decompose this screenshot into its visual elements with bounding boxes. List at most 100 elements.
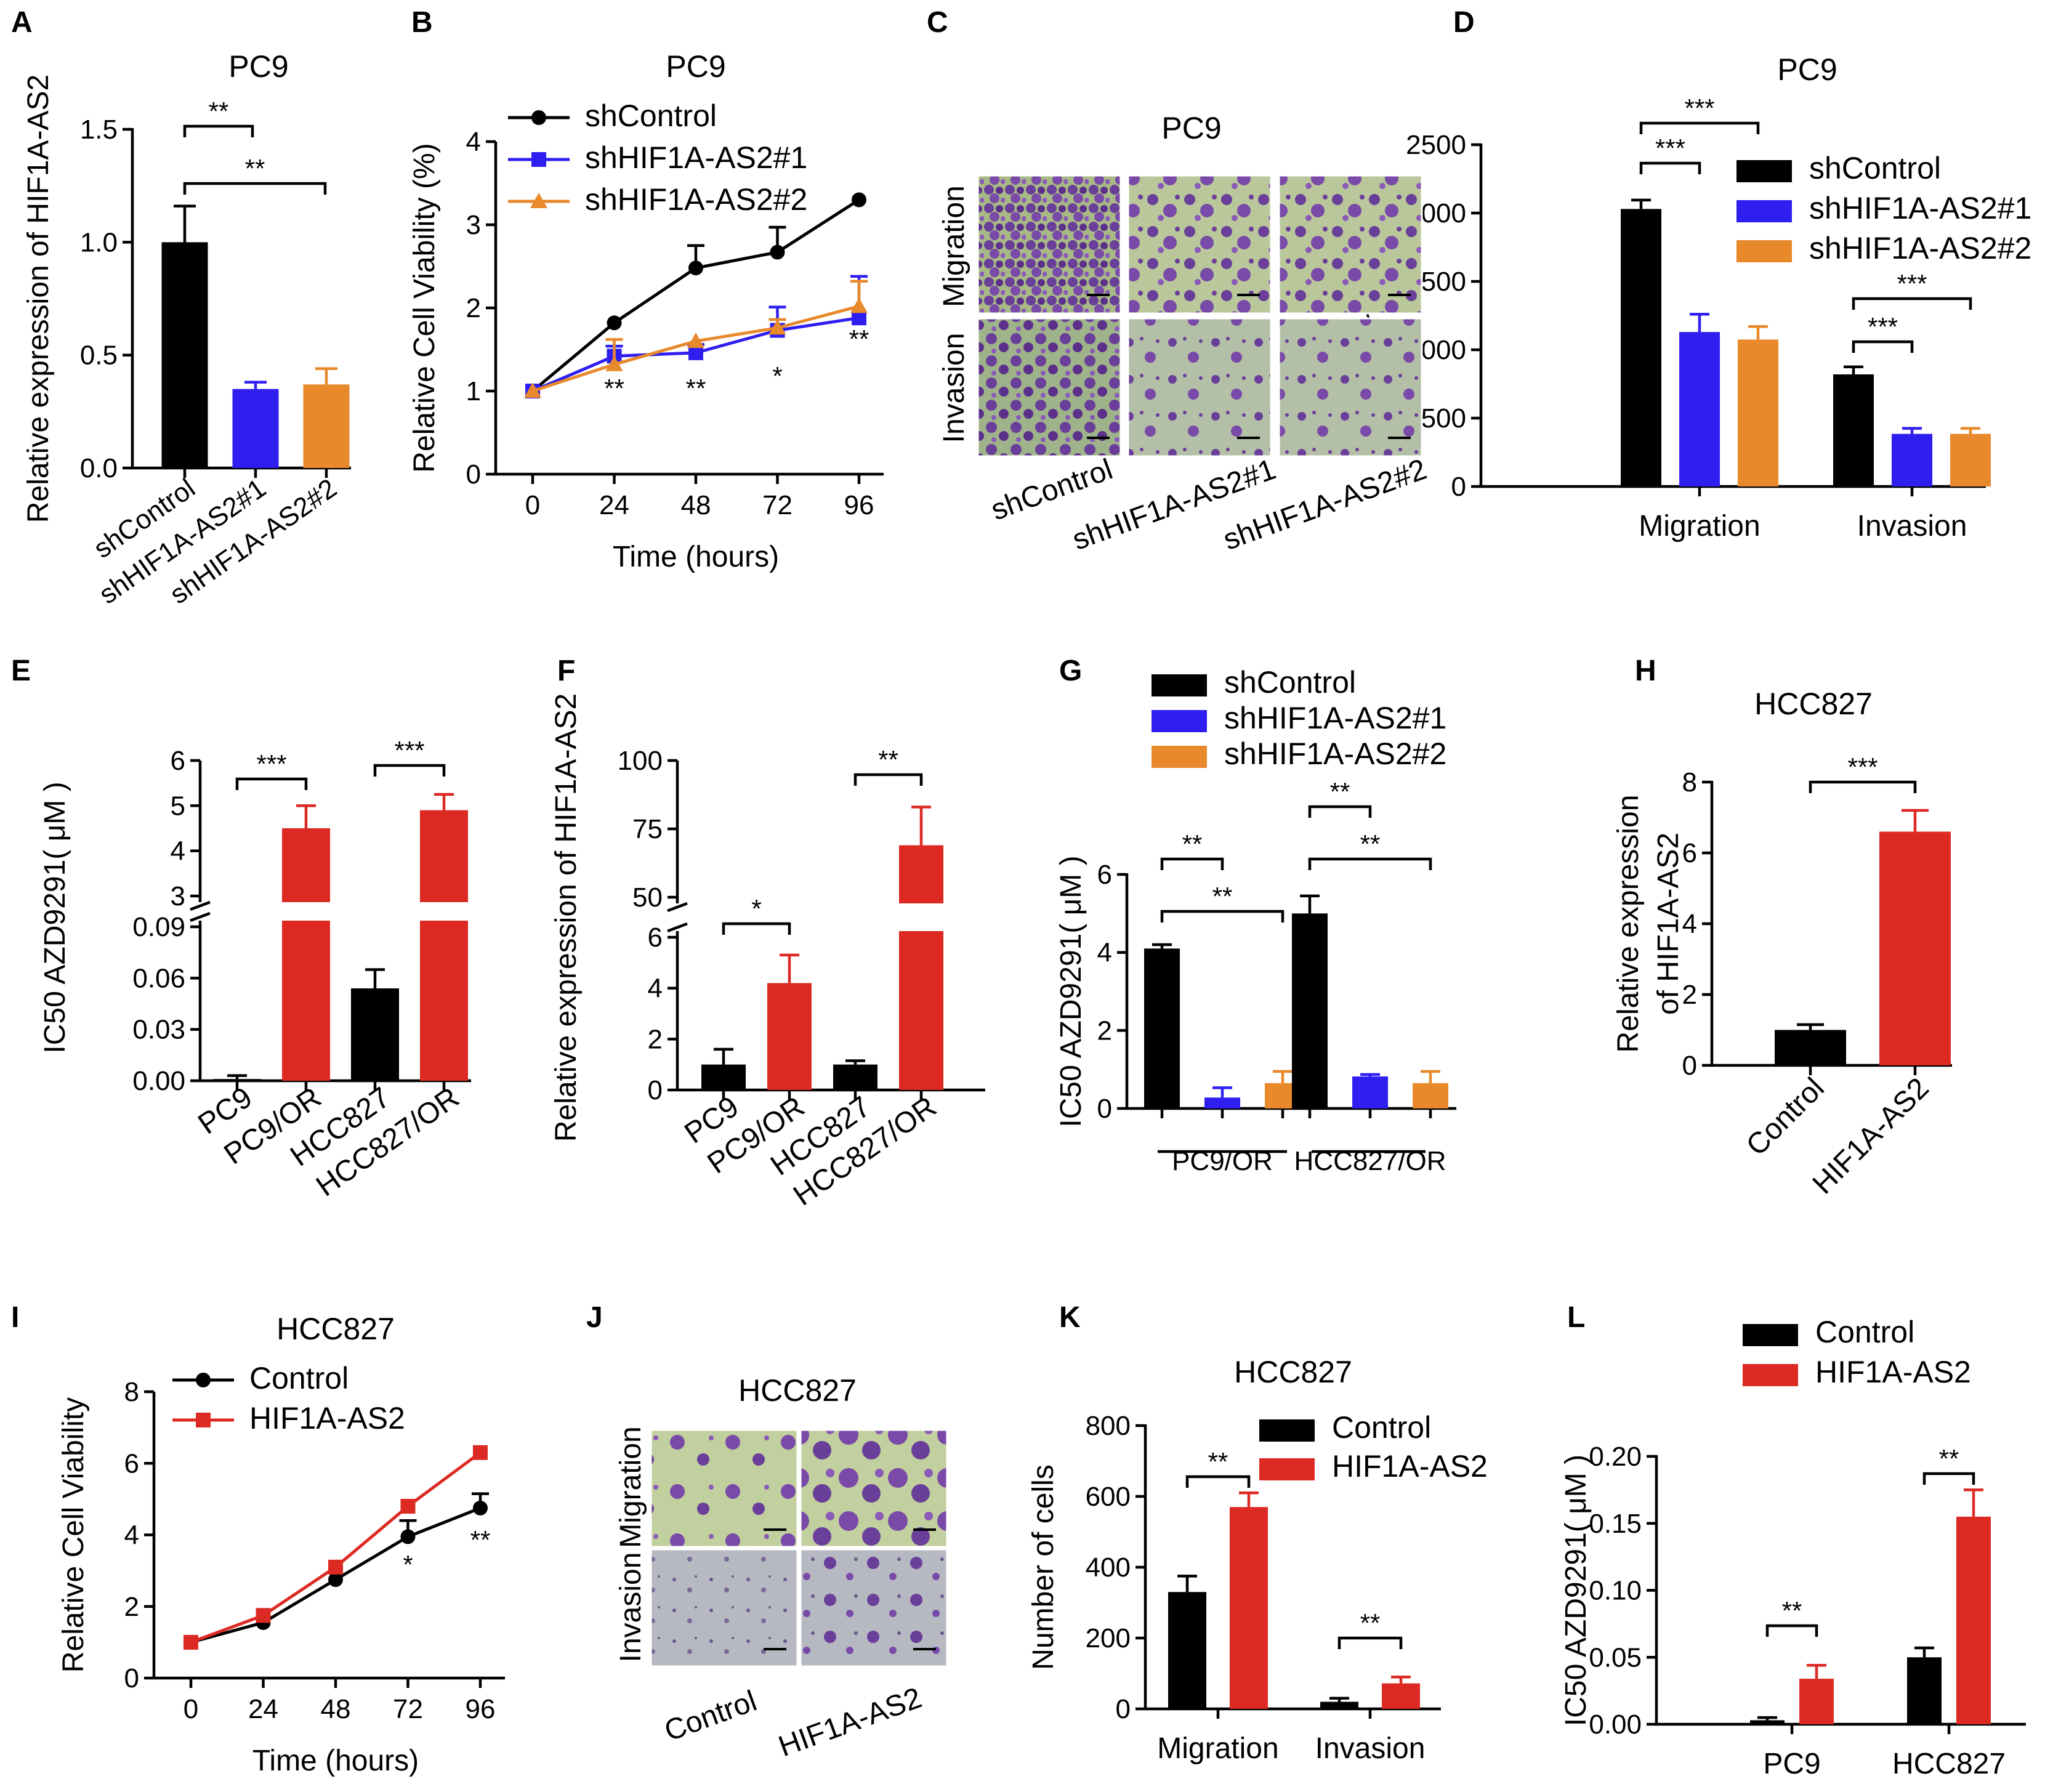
- micrograph-Migration-shHIF1A-AS2#1: [1127, 174, 1272, 315]
- panel-letter-H: H: [1635, 655, 1656, 687]
- sig-A1-label: **: [209, 97, 229, 126]
- y-axis-tick-label: 0.05: [1589, 1642, 1642, 1673]
- y-axis-label: Relative expression of HIF1A-AS2: [22, 75, 55, 523]
- y-axis-tick-label: 0: [124, 1663, 139, 1693]
- legend-D-swatch: [1736, 160, 1792, 182]
- series-line-HIF1A-AS2: [190, 1451, 482, 1644]
- bar-shHIF1A-AS2#1-HCC827/OR: [1352, 1076, 1388, 1108]
- x-category-label: Invasion: [1857, 510, 1967, 543]
- bar-shHIF1A-AS2#1-Migration: [1679, 332, 1720, 486]
- y-axis-label: Relative Cell Viability (%): [408, 143, 441, 472]
- y-tick-label: 0.09: [132, 912, 185, 942]
- chart-title: HCC827: [276, 1312, 395, 1346]
- y-tick-label: 5: [171, 791, 185, 821]
- data-point: [850, 297, 868, 313]
- row-label-migration: Migration: [615, 1426, 647, 1548]
- sig-G3-bracket: [1308, 805, 1372, 818]
- sig-H1-label: ***: [1847, 753, 1878, 781]
- bar-shControl-HCC827/OR: [1292, 913, 1328, 1108]
- sig-G2-bracket: [1160, 910, 1285, 922]
- chart-title: PC9: [1777, 52, 1837, 87]
- chart-title: HCC827: [1234, 1355, 1352, 1389]
- sig-A1-bracket: [183, 124, 254, 137]
- y-axis-tick-label: 400: [1086, 1552, 1131, 1583]
- legend-D-label: shHIF1A-AS2#1: [1809, 191, 2031, 225]
- panel-letter-I: I: [11, 1301, 19, 1334]
- micrograph-Migration-HIF1A-AS2: [799, 1429, 948, 1548]
- y-axis-label: of HIF1A-AS2: [1652, 833, 1685, 1015]
- panel-letter-E: E: [11, 655, 31, 687]
- legend-B-swatch-marker: [531, 152, 546, 167]
- bar-shHIF1A-AS2#2: [303, 384, 350, 468]
- y-axis-tick-label: 8: [1682, 767, 1697, 797]
- bar-shHIF1A-AS2#1-Invasion: [1892, 434, 1932, 486]
- y-axis-label: Relative expression of HIF1A-AS2: [550, 693, 583, 1142]
- y-axis-tick-label: 0: [466, 459, 481, 490]
- bar-Control-HCC827: [1907, 1657, 1942, 1724]
- data-point: [770, 244, 785, 260]
- data-point: [328, 1559, 343, 1575]
- bar-HCC827/OR-lower: [899, 931, 943, 1090]
- y-axis-tick-label: 0: [1097, 1094, 1112, 1124]
- bar-HCC827: [833, 1064, 877, 1090]
- sig-E2-bracket: [373, 764, 446, 777]
- significance-label: **: [470, 1525, 491, 1554]
- y-tick-label: 4: [171, 836, 185, 866]
- axis-break-mark: [190, 911, 211, 922]
- legend-L-swatch: [1743, 1324, 1798, 1346]
- sig-D4-bracket: [1852, 297, 1972, 310]
- y-axis-label: IC50 AZD9291( μM ): [1560, 1455, 1592, 1726]
- chart-title: HCC827: [1754, 687, 1873, 721]
- y-tick-label: 75: [632, 814, 663, 844]
- legend-D-label: shControl: [1809, 151, 1941, 185]
- y-axis-label: Relative expression: [1612, 795, 1645, 1053]
- legend-G-label: shHIF1A-AS2#2: [1224, 737, 1446, 771]
- y-tick-label: 0.06: [132, 963, 185, 993]
- y-tick-label: 4: [648, 974, 663, 1004]
- y-axis-tick-label: 4: [1682, 909, 1697, 939]
- micrograph-Invasion-shHIF1A-AS2#2: [1278, 317, 1423, 458]
- sig-D1-label: ***: [1655, 134, 1685, 163]
- legend-G-swatch: [1152, 674, 1207, 696]
- sig-F2-bracket: [853, 773, 923, 786]
- legend-K-label: HIF1A-AS2: [1332, 1449, 1488, 1483]
- axis-break-mark: [667, 922, 688, 933]
- significance-label: **: [604, 374, 624, 403]
- sig-L2-label: **: [1939, 1444, 1959, 1473]
- y-axis-label: Number of cells: [1027, 1464, 1060, 1669]
- bar-PC9: [701, 1064, 746, 1090]
- x-tick-label: 0: [525, 490, 540, 520]
- y-axis-tick-label: 500: [1421, 403, 1466, 434]
- y-axis-tick-label: 0.5: [80, 341, 118, 371]
- micrograph-Invasion-Control: [650, 1548, 799, 1668]
- panel-J-title: HCC827: [738, 1373, 857, 1408]
- sig-E2-label: ***: [394, 736, 424, 765]
- micrograph-Invasion-shControl: [977, 317, 1122, 458]
- legend-B-swatch-marker: [531, 110, 546, 125]
- sig-K1-bracket: [1185, 1475, 1251, 1488]
- axis-break-mark: [190, 900, 211, 911]
- y-axis-tick-label: 6: [124, 1448, 139, 1479]
- x-tick-label: 24: [248, 1694, 278, 1724]
- panel-letter-B: B: [411, 6, 433, 39]
- data-point: [473, 1500, 488, 1516]
- sig-L1-bracket: [1765, 1624, 1818, 1637]
- x-tick-label: 48: [321, 1694, 351, 1724]
- bar-shHIF1A-AS2#2-HCC827/OR: [1413, 1083, 1448, 1108]
- data-point: [524, 382, 541, 398]
- legend-L-swatch: [1743, 1364, 1798, 1386]
- x-axis-label: Time (hours): [252, 1745, 419, 1777]
- y-axis-tick-label: 8: [124, 1377, 139, 1407]
- bar-shHIF1A-AS2#1: [232, 389, 279, 468]
- x-category-label: Migration: [1639, 510, 1760, 543]
- bar-PC9: [213, 1079, 261, 1081]
- x-tick-label: 0: [184, 1694, 198, 1724]
- legend-D-swatch: [1736, 200, 1792, 222]
- legend-I-swatch-marker: [196, 1413, 211, 1427]
- data-point: [607, 315, 622, 331]
- micrograph-Migration-shControl: [977, 174, 1122, 315]
- data-point: [184, 1634, 198, 1650]
- y-axis-tick-label: 4: [124, 1520, 139, 1551]
- legend-L-label: Control: [1815, 1315, 1914, 1349]
